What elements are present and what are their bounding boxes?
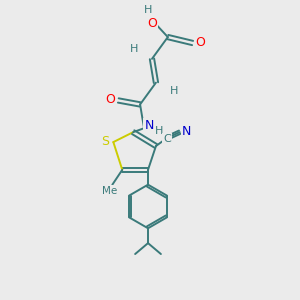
Text: H: H xyxy=(144,5,152,15)
Text: H: H xyxy=(169,85,178,96)
Text: O: O xyxy=(147,17,157,30)
Text: N: N xyxy=(182,125,191,138)
Text: H: H xyxy=(155,126,163,136)
Text: H: H xyxy=(130,44,138,54)
Text: Me: Me xyxy=(102,186,117,196)
Text: C: C xyxy=(163,134,171,144)
Text: S: S xyxy=(101,135,110,148)
Text: O: O xyxy=(196,37,206,50)
Text: O: O xyxy=(105,93,115,106)
Text: N: N xyxy=(144,119,154,132)
